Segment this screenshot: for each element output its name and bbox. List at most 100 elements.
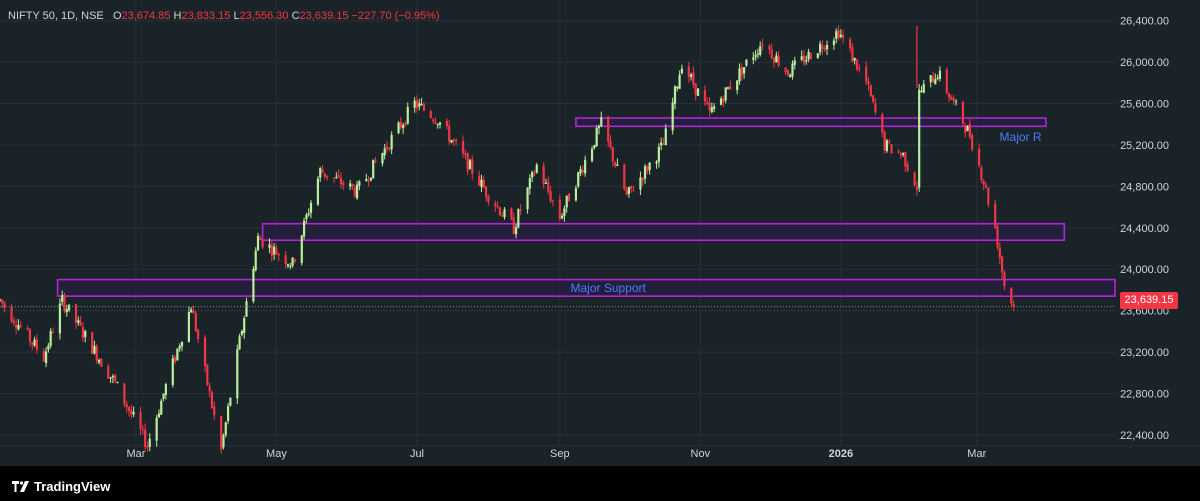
candle-up <box>111 376 114 378</box>
candle-up <box>565 195 568 208</box>
candle-up <box>918 89 921 188</box>
candle-down <box>961 101 965 124</box>
candle-up <box>807 51 810 60</box>
candle-up <box>590 148 594 161</box>
candle-down <box>867 81 870 85</box>
candle-up <box>503 209 506 218</box>
candle-up <box>289 265 292 267</box>
candle-down <box>466 153 469 172</box>
candle-up <box>307 213 310 216</box>
candle-up <box>365 178 368 181</box>
y-tick-label: 23,200.00 <box>1120 347 1169 359</box>
footer-background <box>0 466 1200 501</box>
candle-down <box>948 93 951 98</box>
candle-up <box>116 382 119 384</box>
candle-down <box>51 331 55 333</box>
candle-down <box>694 83 697 95</box>
candle-down <box>146 446 149 448</box>
candle-up <box>44 351 48 364</box>
candle-up <box>413 100 416 108</box>
candle-down <box>19 325 22 327</box>
candle-down <box>931 76 935 83</box>
candle-up <box>397 122 400 134</box>
candle-down <box>786 70 789 76</box>
candle-down <box>888 141 891 143</box>
candle-down <box>3 302 6 308</box>
candle-up <box>77 320 80 323</box>
candle-down <box>332 177 336 179</box>
candle-up <box>240 331 243 335</box>
candle-down <box>10 306 13 322</box>
candle-down <box>533 173 536 175</box>
candle-down <box>367 180 370 182</box>
candle-up <box>390 135 393 150</box>
candle-up <box>726 87 730 89</box>
candle-down <box>194 313 197 331</box>
candle-down <box>339 177 343 185</box>
symbol-label[interactable]: NIFTY 50, 1D, NSE <box>8 10 104 22</box>
candle-down <box>703 90 707 102</box>
candle-up <box>157 413 161 418</box>
candle-down <box>848 39 852 49</box>
candle-down <box>692 72 695 85</box>
candle-up <box>736 80 739 91</box>
candle-up <box>438 122 442 125</box>
candle-down <box>321 169 324 173</box>
candle-down <box>982 180 985 185</box>
candle-down <box>802 55 806 64</box>
candle-down <box>510 208 513 220</box>
candle-up <box>528 178 531 189</box>
ohlc-legend: NIFTY 50, 1D, NSE O23,674.85 H23,833.15 … <box>8 10 440 22</box>
candle-down <box>385 146 389 149</box>
candle-down <box>547 181 550 192</box>
candle-up <box>954 101 958 103</box>
y-tick-label: 24,800.00 <box>1120 181 1169 193</box>
candle-up <box>17 325 20 330</box>
candle-up <box>938 70 942 79</box>
candle-down <box>482 179 485 188</box>
low-key: L <box>233 10 240 22</box>
candle-up <box>273 246 276 255</box>
candle-down <box>611 147 614 162</box>
candle-down <box>270 245 273 256</box>
candle-up <box>775 55 778 63</box>
candle-up <box>696 88 700 96</box>
candle-up <box>65 309 68 312</box>
tradingview-logo-icon <box>12 481 29 492</box>
candle-up <box>577 172 580 187</box>
candle-up <box>535 164 538 173</box>
candle-up <box>853 57 856 61</box>
x-tick-label: Sep <box>550 448 570 460</box>
candle-up <box>33 339 36 346</box>
candle-up <box>93 345 96 354</box>
candle-up <box>176 348 179 361</box>
x-tick-label: May <box>266 448 287 460</box>
candle-up <box>224 422 227 436</box>
candle-up <box>517 209 520 228</box>
candle-up <box>597 126 601 129</box>
candle-up <box>885 140 889 152</box>
last-price-tag: 23,639.15 <box>1120 292 1178 309</box>
tradingview-brand[interactable]: TradingView <box>12 479 110 494</box>
candle-down <box>388 147 391 150</box>
candle-up <box>268 244 271 248</box>
candle-down <box>625 189 628 195</box>
candle-up <box>245 301 248 317</box>
candle-up <box>160 400 163 415</box>
candle-down <box>123 383 126 404</box>
candle-down <box>971 135 974 150</box>
candle-down <box>869 85 872 97</box>
candle-down <box>429 111 432 119</box>
candle-down <box>326 175 329 178</box>
high-key: H <box>173 10 182 22</box>
candle-up <box>229 397 232 406</box>
candle-up <box>832 40 836 46</box>
close-value: 23,639.15 <box>299 10 349 22</box>
candle-up <box>680 68 684 74</box>
open-value: 23,674.85 <box>121 10 171 22</box>
candle-down <box>729 85 732 90</box>
candle-up <box>436 123 439 126</box>
candle-down <box>549 191 552 202</box>
